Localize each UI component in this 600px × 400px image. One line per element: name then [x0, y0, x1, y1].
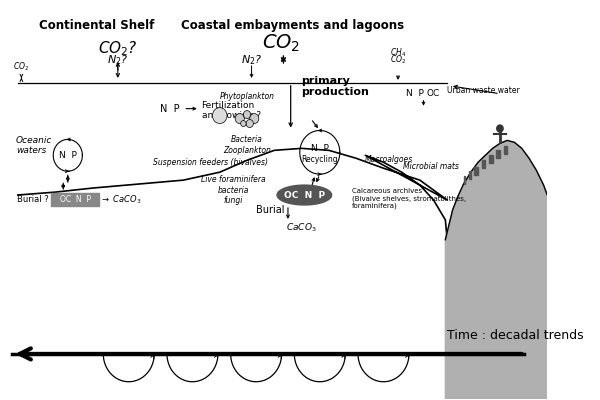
Text: N  P: N P — [59, 151, 77, 160]
Bar — [469, 171, 471, 179]
Text: Continental Shelf: Continental Shelf — [39, 19, 155, 32]
Text: $CH_4$: $CH_4$ — [390, 46, 406, 59]
Bar — [52, 193, 99, 206]
Text: Bacteria
Zooplankton: Bacteria Zooplankton — [223, 136, 271, 155]
Text: OC: OC — [427, 89, 440, 98]
Text: OC  N  P: OC N P — [59, 196, 91, 204]
Text: Coastal embayments and lagoons: Coastal embayments and lagoons — [181, 19, 404, 32]
Circle shape — [212, 108, 227, 124]
Text: N  P: N P — [160, 104, 179, 114]
Text: OC  N  P: OC N P — [284, 190, 325, 200]
Circle shape — [246, 120, 253, 128]
Bar — [475, 167, 478, 175]
Text: $CaCO_3$: $CaCO_3$ — [286, 222, 317, 234]
Text: $N_2$?: $N_2$? — [241, 53, 262, 67]
Bar — [503, 146, 507, 154]
Text: Recycling: Recycling — [301, 155, 338, 164]
Text: primary
production: primary production — [302, 76, 370, 98]
Text: Suspension feeders (bivalves): Suspension feeders (bivalves) — [153, 158, 268, 167]
Circle shape — [250, 114, 259, 124]
Circle shape — [497, 125, 503, 132]
Bar — [489, 155, 493, 163]
Bar — [496, 150, 500, 158]
Polygon shape — [445, 140, 547, 399]
Text: Oceanic
waters: Oceanic waters — [16, 136, 52, 155]
Text: $CO_2$: $CO_2$ — [13, 60, 29, 73]
Text: N  P: N P — [406, 89, 424, 98]
Circle shape — [235, 114, 244, 124]
Circle shape — [244, 111, 251, 118]
Bar — [482, 160, 485, 168]
Text: $N_2$?: $N_2$? — [107, 53, 128, 67]
Text: $CO_2$?: $CO_2$? — [98, 39, 137, 58]
Bar — [464, 176, 466, 184]
Text: Microbial mats: Microbial mats — [403, 162, 460, 171]
Text: Urban waste water: Urban waste water — [447, 86, 520, 95]
Text: Time : decadal trends: Time : decadal trends — [447, 329, 584, 342]
Text: Burial: Burial — [256, 205, 284, 215]
Text: Burial ?: Burial ? — [17, 196, 49, 204]
Text: Macroalgoes: Macroalgoes — [365, 155, 413, 164]
Text: Fertilization
and sowing ?: Fertilization and sowing ? — [202, 101, 260, 120]
Ellipse shape — [277, 185, 332, 205]
Text: Live foraminifera
bacteria
fungi: Live foraminifera bacteria fungi — [201, 175, 266, 205]
Text: $CO_2$: $CO_2$ — [262, 33, 301, 54]
Text: N  P: N P — [311, 144, 329, 153]
Text: $CO_2$: $CO_2$ — [390, 54, 406, 66]
Text: Phytoplankton: Phytoplankton — [220, 92, 275, 101]
Circle shape — [241, 120, 246, 126]
Text: $\rightarrow$ $CaCO_3$: $\rightarrow$ $CaCO_3$ — [100, 194, 142, 206]
Text: Calcareous archives
(Bivalve shelves, stromatolithes,
foraminifera): Calcareous archives (Bivalve shelves, st… — [352, 188, 466, 209]
